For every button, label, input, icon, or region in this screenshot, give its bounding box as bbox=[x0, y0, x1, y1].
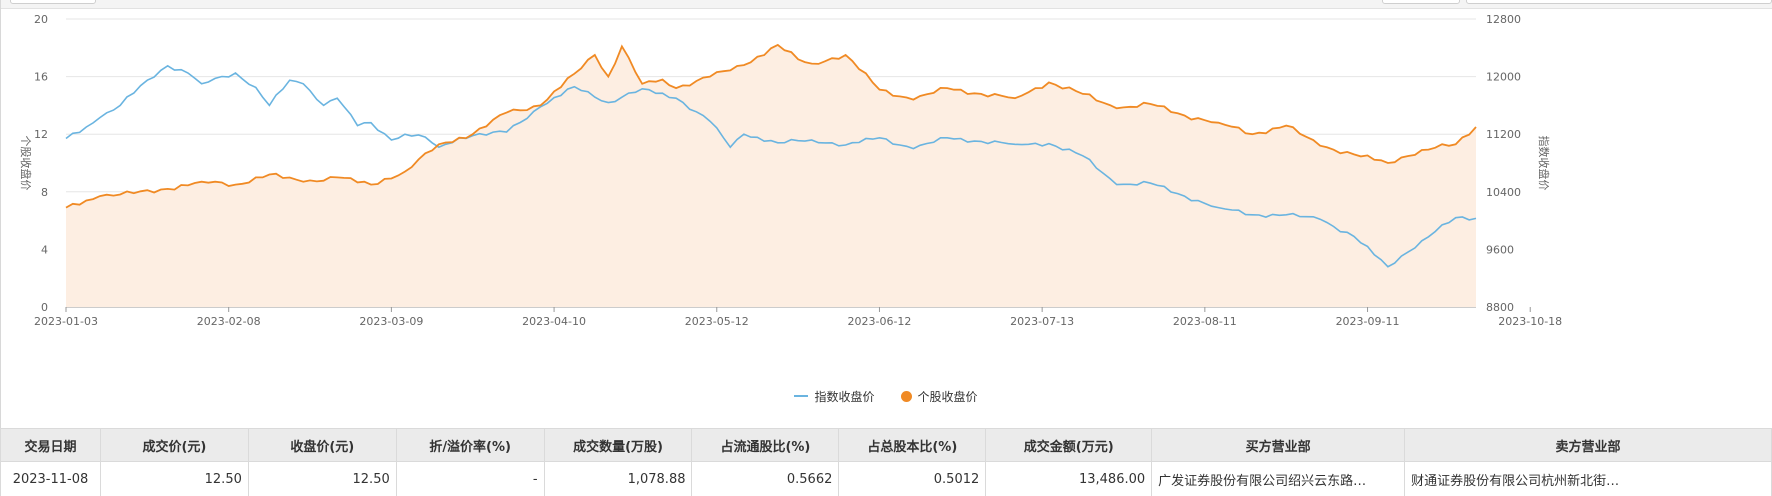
y-right-tick-label: 12000 bbox=[1486, 71, 1521, 84]
toolbar-button-right-1[interactable] bbox=[1382, 0, 1460, 4]
legend-line-marker bbox=[794, 395, 809, 397]
y-right-axis-title: 指数收盘价 bbox=[1537, 136, 1551, 191]
toolbar-button-left[interactable] bbox=[10, 0, 96, 4]
y-right-tick-label: 11200 bbox=[1486, 128, 1521, 141]
x-tick-label: 2023-06-12 bbox=[847, 315, 911, 328]
cell-total-ratio: 0.5012 bbox=[838, 461, 987, 496]
x-tick-label: 2023-09-11 bbox=[1336, 315, 1400, 328]
col-header-deal-price: 成交价(元) bbox=[99, 428, 249, 462]
col-header-seller: 卖方营业部 bbox=[1404, 428, 1772, 462]
y-right-tick-label: 8800 bbox=[1486, 301, 1514, 314]
col-header-premium-rate: 折/溢价率(%) bbox=[395, 428, 545, 462]
y-right-tick-label: 9600 bbox=[1486, 243, 1514, 256]
cell-trade-date: 2023-11-08 bbox=[0, 461, 101, 496]
cell-seller[interactable]: 财通证券股份有限公司杭州新北街… bbox=[1404, 461, 1772, 496]
col-header-close-price: 收盘价(元) bbox=[247, 428, 397, 462]
legend-label-index: 指数收盘价 bbox=[814, 389, 875, 404]
y-right-tick-label: 12800 bbox=[1486, 13, 1521, 26]
stock-area-fill bbox=[66, 44, 1476, 308]
col-header-trade-date: 交易日期 bbox=[0, 428, 101, 462]
table-header-row: 交易日期 成交价(元) 收盘价(元) 折/溢价率(%) 成交数量(万股) 占流通… bbox=[0, 428, 1772, 462]
index-close-line bbox=[65, 64, 1477, 268]
y-left-tick-label: 16 bbox=[34, 71, 48, 84]
y-left-tick-label: 12 bbox=[34, 128, 48, 141]
x-tick-label: 2023-01-03 bbox=[34, 315, 98, 328]
cell-deal-price: 12.50 bbox=[99, 461, 249, 496]
col-header-float-ratio: 占流通股比(%) bbox=[691, 428, 840, 462]
left-border bbox=[0, 0, 1, 496]
col-header-total-ratio: 占总股本比(%) bbox=[838, 428, 987, 462]
chart-legend: 指数收盘价 个股收盘价 bbox=[0, 386, 1772, 406]
col-header-buyer: 买方营业部 bbox=[1151, 428, 1406, 462]
legend-item-stock[interactable]: 个股收盘价 bbox=[900, 386, 978, 406]
cell-volume: 1,078.88 bbox=[543, 461, 693, 496]
x-tick-label: 2023-07-13 bbox=[1010, 315, 1074, 328]
x-tick-label: 2023-03-09 bbox=[359, 315, 423, 328]
cell-amount: 13,486.00 bbox=[985, 461, 1153, 496]
cell-close-price: 12.50 bbox=[247, 461, 397, 496]
legend-item-index[interactable]: 指数收盘价 bbox=[794, 386, 875, 406]
x-tick-label: 2023-05-12 bbox=[685, 315, 749, 328]
block-trade-table: 交易日期 成交价(元) 收盘价(元) 折/溢价率(%) 成交数量(万股) 占流通… bbox=[0, 428, 1772, 496]
y-left-tick-label: 0 bbox=[41, 301, 48, 314]
y-right-tick-label: 10400 bbox=[1486, 186, 1521, 199]
col-header-amount: 成交金额(万元) bbox=[985, 428, 1153, 462]
stock-close-line bbox=[65, 43, 1477, 209]
x-tick-label: 2023-08-11 bbox=[1173, 315, 1237, 328]
x-tick-label: 2023-10-18 bbox=[1498, 315, 1562, 328]
x-tick-label: 2023-02-08 bbox=[197, 315, 261, 328]
cell-buyer[interactable]: 广发证券股份有限公司绍兴云东路… bbox=[1151, 461, 1406, 496]
y-left-tick-label: 4 bbox=[41, 243, 48, 256]
cell-premium-rate: - bbox=[395, 461, 545, 496]
legend-dot-marker bbox=[900, 390, 912, 402]
top-toolbar-strip bbox=[0, 0, 1772, 9]
y-left-tick-label: 8 bbox=[41, 186, 48, 199]
y-left-tick-label: 20 bbox=[34, 13, 48, 26]
col-header-volume: 成交数量(万股) bbox=[543, 428, 693, 462]
cell-float-ratio: 0.5662 bbox=[691, 461, 840, 496]
toolbar-button-right-2[interactable] bbox=[1466, 0, 1772, 4]
price-comparison-chart: 0 4 8 12 16 20 8800 9600 10400 11200 12000 12800 202… bbox=[19, 13, 1562, 328]
x-tick-label: 2023-04-10 bbox=[522, 315, 586, 328]
y-left-axis-title: 个股收盘价 bbox=[19, 136, 33, 191]
legend-label-stock: 个股收盘价 bbox=[917, 389, 978, 404]
table-row[interactable]: 2023-11-08 12.50 12.50 - 1,078.88 0.5662… bbox=[0, 461, 1772, 496]
